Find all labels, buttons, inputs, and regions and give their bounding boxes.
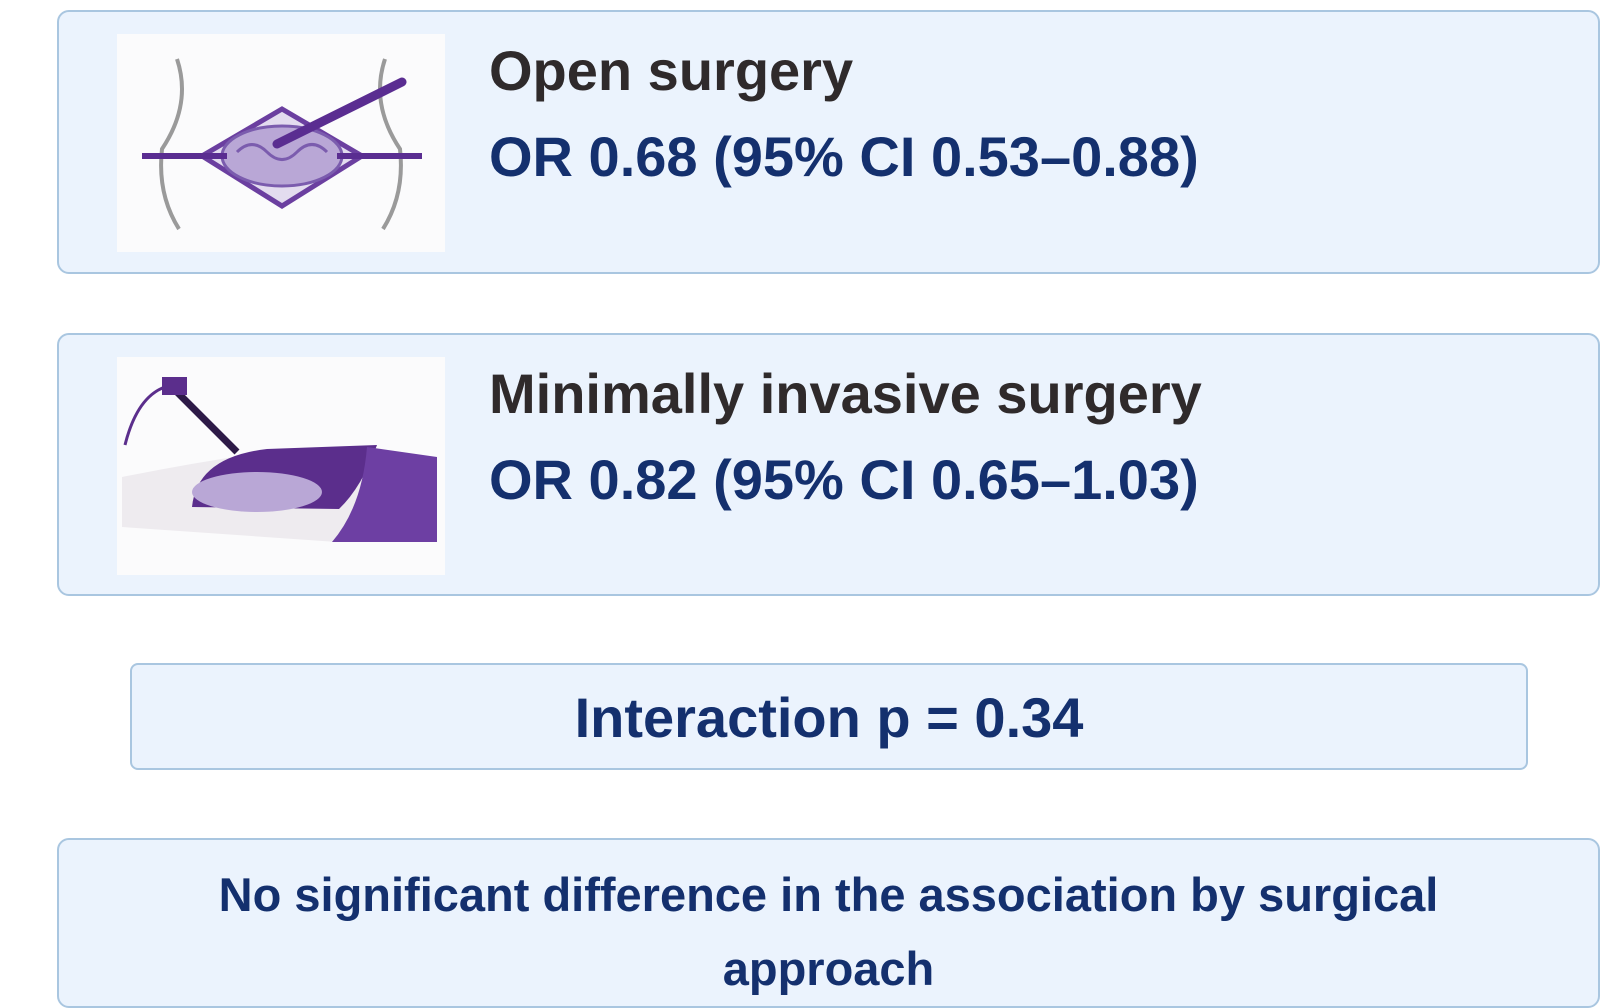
- mis-illustration: [117, 357, 445, 575]
- interaction-box: Interaction p = 0.34: [130, 663, 1528, 770]
- mis-panel: Minimally invasive surgery OR 0.82 (95% …: [57, 333, 1600, 596]
- panel-title: Open surgery: [489, 38, 853, 103]
- panel-result: OR 0.68 (95% CI 0.53–0.88): [489, 124, 1199, 189]
- open-surgery-illustration: [117, 34, 445, 252]
- page: Open surgery OR 0.68 (95% CI 0.53–0.88) …: [0, 0, 1615, 988]
- open-surgery-panel: Open surgery OR 0.68 (95% CI 0.53–0.88): [57, 10, 1600, 274]
- conclusion-box: No significant difference in the associa…: [57, 838, 1600, 1008]
- interaction-text: Interaction p = 0.34: [132, 685, 1526, 750]
- conclusion-text: No significant difference in the associa…: [59, 858, 1598, 1006]
- panel-title: Minimally invasive surgery: [489, 361, 1202, 426]
- panel-result: OR 0.82 (95% CI 0.65–1.03): [489, 447, 1199, 512]
